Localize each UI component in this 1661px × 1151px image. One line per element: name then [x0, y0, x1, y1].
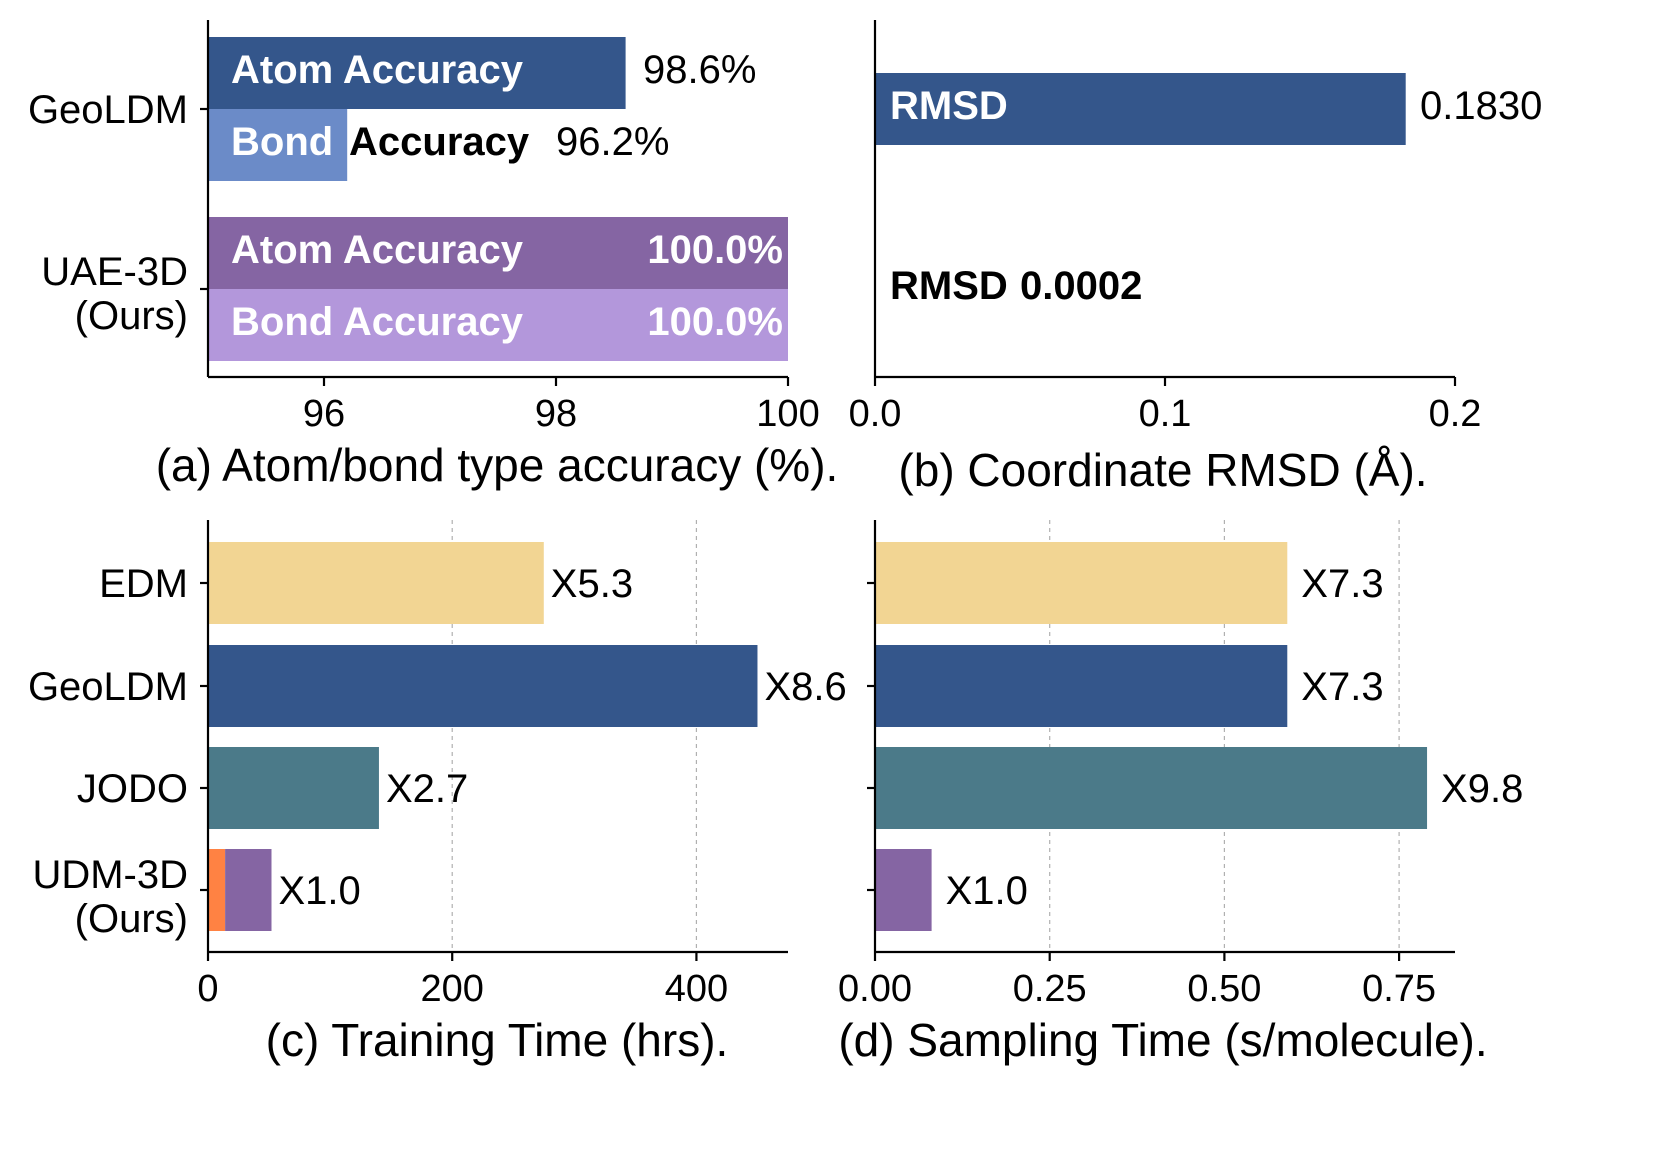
d-bar-1	[875, 645, 1288, 727]
a-x-tick-label: 96	[303, 393, 345, 435]
c-x-tick-label: 400	[665, 968, 728, 1010]
c-category-label: (Ours)	[75, 897, 188, 941]
c-caption: (c) Training Time (hrs).	[266, 1014, 729, 1066]
b-value-label: 0.1830	[1420, 84, 1542, 128]
a-bar-3	[208, 289, 788, 361]
c-category-label: GeoLDM	[28, 665, 188, 709]
a-x-tick-label: 100	[756, 393, 819, 435]
d-value-label: X1.0	[946, 869, 1028, 913]
c-x-tick-label: 200	[421, 968, 484, 1010]
b-bar-name: RMSD	[890, 264, 1008, 308]
c-value-label: X2.7	[386, 767, 468, 811]
c-x-tick-label: 0	[197, 968, 218, 1010]
c-category-label: JODO	[77, 767, 188, 811]
a-axes	[200, 20, 788, 379]
a-value-label: 100.0%	[647, 300, 783, 344]
d-axes	[867, 520, 1455, 954]
b-caption: (b) Coordinate RMSD (Å).	[898, 444, 1427, 496]
a-category-label: GeoLDM	[28, 88, 188, 132]
d-bar-2	[875, 747, 1428, 829]
a-bar-1	[208, 109, 348, 181]
a-bar-2	[208, 217, 788, 289]
d-value-label: X7.3	[1301, 562, 1383, 606]
b-bar-name: RMSD	[890, 84, 1008, 128]
a-bar-name: Accuracy	[349, 120, 530, 164]
a-bar-name: Bond	[231, 120, 333, 164]
a-value-label: 98.6%	[643, 48, 756, 92]
c-value-label: X5.3	[551, 562, 633, 606]
c-bar-3-segment-0	[208, 849, 226, 931]
c-value-label: X1.0	[278, 869, 360, 913]
c-axes	[200, 520, 788, 954]
d-bar-0	[875, 542, 1288, 624]
c-bar-1	[208, 645, 758, 727]
b-bar-0	[875, 73, 1406, 145]
d-x-tick-label: 0.50	[1187, 968, 1261, 1010]
a-bar-name: Atom Accuracy	[231, 48, 524, 92]
b-value-label: 0.0002	[1020, 264, 1142, 308]
a-bar-name: Bond Accuracy	[231, 300, 524, 344]
a-bar-name: Atom Accuracy	[231, 228, 524, 272]
c-bar-0	[208, 542, 544, 624]
b-x-tick-label: 0.0	[849, 393, 902, 435]
b-x-tick-label: 0.2	[1429, 393, 1482, 435]
c-value-label: X8.6	[764, 665, 846, 709]
a-bar-0	[208, 37, 626, 109]
a-x-tick-label: 98	[535, 393, 577, 435]
d-caption: (d) Sampling Time (s/molecule).	[838, 1014, 1487, 1066]
a-caption: (a) Atom/bond type accuracy (%).	[156, 439, 839, 491]
b-x-tick-label: 0.1	[1139, 393, 1192, 435]
d-x-tick-label: 0.25	[1013, 968, 1087, 1010]
a-value-label: 100.0%	[647, 228, 783, 272]
d-bar-3	[875, 849, 932, 931]
c-category-label: EDM	[99, 562, 188, 606]
c-bar-3-segment-1	[225, 849, 272, 931]
a-category-label: (Ours)	[75, 294, 188, 338]
d-value-label: X7.3	[1301, 665, 1383, 709]
c-category-label: UDM-3D	[32, 853, 188, 897]
d-x-tick-label: 0.75	[1362, 968, 1436, 1010]
a-value-label: 96.2%	[556, 120, 669, 164]
c-bar-2	[208, 747, 379, 829]
d-value-label: X9.8	[1441, 767, 1523, 811]
a-category-label: UAE-3D	[41, 250, 188, 294]
d-x-tick-label: 0.00	[838, 968, 912, 1010]
